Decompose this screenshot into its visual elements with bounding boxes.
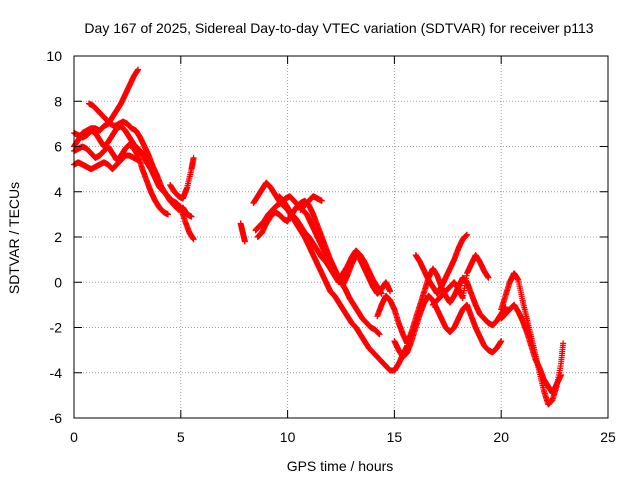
data-point xyxy=(540,376,551,389)
x-tick-label: 5 xyxy=(177,429,185,445)
data-point xyxy=(109,126,120,139)
data-point xyxy=(188,213,195,220)
data-point xyxy=(137,134,148,149)
data-point xyxy=(113,101,124,114)
data-point xyxy=(464,231,471,238)
data-point xyxy=(135,66,142,73)
data-point xyxy=(239,229,248,244)
data-point xyxy=(374,303,385,320)
data-point xyxy=(378,290,385,297)
data-point xyxy=(391,306,402,325)
data-point xyxy=(126,141,137,152)
data-point xyxy=(523,315,534,338)
data-point xyxy=(184,167,195,191)
data-point xyxy=(323,245,333,262)
y-tick-label: 0 xyxy=(54,274,62,290)
data-point xyxy=(190,154,197,161)
data-point xyxy=(241,238,248,245)
data-point xyxy=(498,338,505,345)
data-point xyxy=(412,312,423,331)
data-point xyxy=(318,197,325,204)
data-point xyxy=(459,272,470,302)
data-point xyxy=(164,211,171,218)
data-point xyxy=(455,307,466,322)
x-tick-label: 10 xyxy=(280,429,296,445)
x-tick-labels: 0 5 10 15 20 25 xyxy=(70,429,616,445)
y-tick-label: 4 xyxy=(54,184,62,200)
data-point xyxy=(105,132,116,145)
data-point xyxy=(141,143,152,158)
data-point xyxy=(318,270,329,285)
data-point xyxy=(468,313,479,330)
data-point xyxy=(438,275,449,290)
data-point xyxy=(297,222,308,235)
data-point xyxy=(438,315,449,330)
data-point xyxy=(455,237,466,252)
data-point xyxy=(361,258,372,274)
data-point xyxy=(135,157,142,164)
y-tick-label: -2 xyxy=(50,320,63,336)
data-point xyxy=(387,297,397,312)
x-tick-label: 15 xyxy=(387,429,403,445)
y-tick-label: 2 xyxy=(54,229,62,245)
data-point xyxy=(442,266,453,281)
data-point xyxy=(536,365,547,382)
y-axis-label: SDTVAR / TECUs xyxy=(6,182,22,294)
data-point xyxy=(310,211,321,228)
data-point xyxy=(485,274,492,281)
data-point xyxy=(342,286,353,301)
data-point xyxy=(327,265,338,278)
data-point xyxy=(387,288,394,295)
data-point xyxy=(305,243,316,258)
data-point xyxy=(152,197,163,210)
data-point xyxy=(523,329,534,348)
data-points xyxy=(71,66,567,408)
data-point xyxy=(143,177,154,194)
axis-ticks xyxy=(73,55,609,419)
y-tick-labels: -6 -4 -2 0 2 4 6 8 10 xyxy=(46,48,62,426)
data-point xyxy=(434,284,444,297)
data-point xyxy=(188,155,197,173)
y-tick-label: 6 xyxy=(54,139,62,155)
data-point xyxy=(519,297,530,320)
y-tick-label: 10 xyxy=(46,48,62,64)
x-tick-label: 0 xyxy=(70,429,78,445)
data-point xyxy=(472,252,483,265)
data-point xyxy=(258,221,269,236)
data-point xyxy=(177,204,188,223)
data-point xyxy=(408,325,419,345)
data-point xyxy=(395,319,406,337)
data-point xyxy=(361,338,372,351)
data-point xyxy=(498,294,509,313)
data-point xyxy=(421,267,432,283)
data-point xyxy=(265,207,276,218)
data-point xyxy=(190,236,197,243)
data-point xyxy=(472,301,483,317)
x-axis-label: GPS time / hours xyxy=(287,458,394,474)
data-point xyxy=(560,340,567,347)
data-point xyxy=(365,267,376,283)
y-tick-label: 8 xyxy=(54,93,62,109)
data-point xyxy=(376,331,383,338)
chart-title: Day 167 of 2025, Sidereal Day-to-day VTE… xyxy=(84,20,593,36)
data-point xyxy=(139,166,150,183)
y-tick-label: -6 xyxy=(50,410,63,426)
chart-grid xyxy=(74,56,608,418)
y-tick-label: -4 xyxy=(50,365,63,381)
data-point xyxy=(558,372,565,379)
x-tick-label: 20 xyxy=(493,429,509,445)
data-point xyxy=(429,265,440,278)
x-tick-label: 25 xyxy=(600,429,616,445)
data-point xyxy=(96,148,107,159)
data-point xyxy=(417,300,427,317)
data-point xyxy=(502,280,513,299)
data-point xyxy=(515,276,526,302)
data-point xyxy=(446,257,457,272)
